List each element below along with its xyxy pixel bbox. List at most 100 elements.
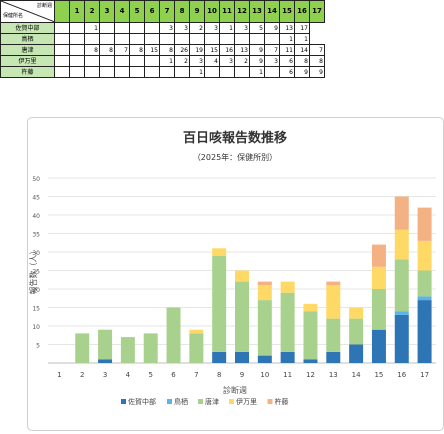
legend-label: 鳥栖 <box>174 397 188 406</box>
y-tick-label: 15 <box>32 306 40 313</box>
table-cell: 9 <box>309 66 325 78</box>
table-row: 伊万里 1 2 3 4 3 2 9 3 6 8 8 <box>0 55 325 67</box>
table-cell: 1 <box>84 22 100 34</box>
corner-week-label: 診断週 <box>36 3 52 9</box>
x-tick-label: 13 <box>329 371 338 379</box>
bar-segment-佐賀中部 <box>235 351 249 363</box>
x-tick-label: 11 <box>283 371 292 379</box>
bar-segment-伊万里 <box>303 303 318 312</box>
table-cell <box>69 66 85 78</box>
legend-label: 杵藤 <box>275 397 289 406</box>
table-cell: 16 <box>219 44 235 56</box>
bar-segment-佐賀中部 <box>257 355 272 363</box>
row-label: 鳥栖 <box>0 33 55 45</box>
y-tick-label: 35 <box>32 232 40 239</box>
bar-segment-唐津 <box>166 307 181 363</box>
table-cell <box>129 55 145 67</box>
x-tick-label: 16 <box>397 371 406 379</box>
table-cell <box>144 66 160 78</box>
table-cell: 2 <box>189 22 205 34</box>
table-cell <box>54 44 70 56</box>
table-cell <box>99 22 115 34</box>
table-cell: 19 <box>189 44 205 56</box>
table-cell: 17 <box>294 22 310 34</box>
bar-segment-杵藤 <box>326 281 341 286</box>
table-cell <box>129 66 145 78</box>
table-cell: 3 <box>159 22 175 34</box>
table-cell <box>69 33 85 45</box>
bar-segment-唐津 <box>371 289 386 330</box>
legend-swatch-伊万里 <box>229 399 234 404</box>
bar-segment-佐賀中部 <box>303 359 318 363</box>
table-row: 鳥栖 1 1 <box>0 33 325 45</box>
table-row: 佐賀中部 1 3 3 2 3 1 3 5 9 13 17 <box>0 22 325 34</box>
bar-segment-佐賀中部 <box>394 314 409 363</box>
y-tick-label: 10 <box>32 324 40 331</box>
table-cell: 26 <box>174 44 190 56</box>
bar-segment-唐津 <box>417 270 432 297</box>
legend-swatch-唐津 <box>198 399 203 404</box>
table-cell <box>249 33 265 45</box>
bar-segment-佐賀中部 <box>212 351 227 363</box>
table-corner-header: 診断週 保健所名 <box>0 0 55 23</box>
table-cell: 3 <box>189 55 205 67</box>
table-cell <box>144 55 160 67</box>
table-cell: 3 <box>234 22 250 34</box>
x-tick-label: 15 <box>374 371 383 379</box>
table-cell: 4 <box>204 55 220 67</box>
bar-segment-伊万里 <box>326 285 341 319</box>
bar-segment-伊万里 <box>349 307 364 319</box>
bar-segment-佐賀中部 <box>371 329 386 363</box>
table-cell: 5 <box>249 22 265 34</box>
table-cell: 15 <box>144 44 160 56</box>
table-cell: 8 <box>159 44 175 56</box>
x-tick-label: 10 <box>260 371 269 379</box>
chart-card: 百日咳報告数推移 （2025年：保健所別） 5 10 15 20 25 30 35 40 45 50 1… <box>27 117 444 431</box>
x-tick-label: 12 <box>306 371 315 379</box>
table-cell <box>54 66 70 78</box>
table-cell: 3 <box>219 55 235 67</box>
table-cell: 1 <box>189 66 205 78</box>
x-tick-label: 8 <box>217 371 221 379</box>
x-tick-label: 2 <box>80 371 84 379</box>
week-header: 4 <box>114 0 130 23</box>
x-tick-label: 7 <box>194 371 198 379</box>
week-header: 14 <box>264 0 280 23</box>
week-header: 12 <box>234 0 250 23</box>
bar-segment-佐賀中部 <box>280 351 295 363</box>
table-cell <box>144 22 160 34</box>
x-tick-label: 4 <box>126 371 131 379</box>
table-cell <box>114 66 130 78</box>
legend-swatch-佐賀中部 <box>121 399 126 404</box>
table-cell: 3 <box>204 22 220 34</box>
week-header: 9 <box>189 0 205 23</box>
table-row: 杵藤 1 1 6 9 9 <box>0 66 325 78</box>
table-cell <box>219 33 235 45</box>
week-header: 6 <box>144 0 160 23</box>
table-cell: 8 <box>309 55 325 67</box>
table-cell: 7 <box>309 44 325 56</box>
x-tick-label: 9 <box>240 371 244 379</box>
bar-segment-伊万里 <box>417 240 432 271</box>
table-cell: 7 <box>114 44 130 56</box>
x-tick-label: 3 <box>103 371 107 379</box>
chart-title: 百日咳報告数推移 <box>183 130 287 146</box>
bar-segment-伊万里 <box>394 229 409 260</box>
table-cell: 7 <box>264 44 280 56</box>
weekly-report-table: 診断週 保健所名 1 2 3 4 5 6 7 8 9 10 11 12 13 14 15 16 17 佐賀中部 1 3 3 2… <box>0 0 325 78</box>
table-cell <box>54 55 70 67</box>
table-cell: 8 <box>84 44 100 56</box>
bar-segment-唐津 <box>75 333 90 363</box>
table-cell: 9 <box>249 44 265 56</box>
table-cell <box>144 33 160 45</box>
bar-segment-唐津 <box>326 318 341 352</box>
table-cell <box>219 66 235 78</box>
bar-segment-伊万里 <box>189 329 204 334</box>
table-cell: 1 <box>294 33 310 45</box>
bar-segment-唐津 <box>189 333 204 363</box>
bar-segment-唐津 <box>394 259 409 312</box>
bar-segment-鳥栖 <box>417 296 432 301</box>
week-header: 7 <box>159 0 175 23</box>
table-cell <box>159 66 175 78</box>
table-cell: 1 <box>249 66 265 78</box>
